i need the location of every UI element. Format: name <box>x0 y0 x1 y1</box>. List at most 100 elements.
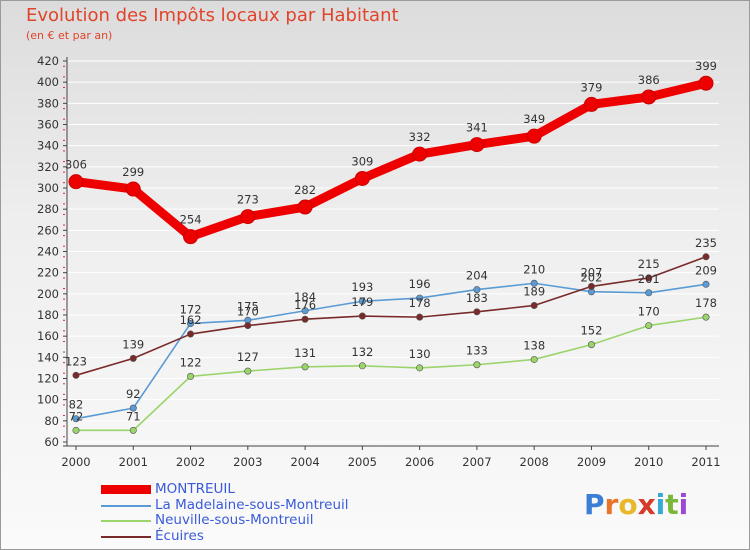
x-tick-label: 2002 <box>176 455 205 469</box>
y-minor-tick <box>63 372 65 374</box>
data-point-montreuil <box>68 174 84 190</box>
data-point-la-madelaine-sous-montreuil <box>702 280 710 288</box>
y-tick-label: 180 <box>37 308 59 322</box>
y-tick-label: 260 <box>37 223 59 237</box>
y-minor-tick <box>63 351 65 353</box>
y-minor-tick <box>63 288 65 290</box>
legend-swatch <box>101 504 151 507</box>
data-label-la-madelaine-sous-montreuil: 202 <box>580 271 602 285</box>
data-point-ecuires <box>129 354 137 362</box>
legend-swatch <box>101 485 151 494</box>
data-point-ecuires <box>301 315 309 323</box>
y-tick-label: 400 <box>37 75 59 89</box>
y-tick-label: 60 <box>44 435 59 449</box>
y-minor-tick <box>63 277 65 279</box>
data-label-ecuires: 162 <box>180 313 202 327</box>
x-tick-label: 2011 <box>691 455 720 469</box>
data-label-montreuil: 273 <box>237 193 259 207</box>
logo-letter: r <box>604 488 619 521</box>
legend-swatch <box>101 520 151 522</box>
data-label-la-madelaine-sous-montreuil: 209 <box>695 263 717 277</box>
data-point-montreuil <box>297 199 313 215</box>
data-label-ecuires: 139 <box>122 337 144 351</box>
y-tick-label: 160 <box>37 329 59 343</box>
data-point-neuville-sous-montreuil <box>587 341 595 349</box>
data-label-la-madelaine-sous-montreuil: 92 <box>126 387 141 401</box>
data-point-montreuil <box>354 170 370 186</box>
y-minor-tick <box>63 309 65 311</box>
y-minor-tick <box>63 65 65 67</box>
data-point-neuville-sous-montreuil <box>473 361 481 369</box>
y-tick-label: 200 <box>37 287 59 301</box>
y-minor-tick <box>63 393 65 395</box>
y-minor-tick <box>63 118 65 120</box>
data-label-neuville-sous-montreuil: 131 <box>294 346 316 360</box>
data-label-montreuil: 341 <box>466 121 488 135</box>
y-tick-label: 320 <box>37 160 59 174</box>
data-point-la-madelaine-sous-montreuil <box>129 404 137 412</box>
y-minor-tick <box>63 256 65 258</box>
data-label-montreuil: 282 <box>294 183 316 197</box>
y-minor-tick <box>63 235 65 237</box>
data-label-la-madelaine-sous-montreuil: 193 <box>351 280 373 294</box>
data-label-neuville-sous-montreuil: 178 <box>695 296 717 310</box>
data-label-montreuil: 254 <box>180 213 202 227</box>
logo-letter: o <box>618 488 638 521</box>
y-minor-tick <box>63 171 65 173</box>
x-tick-label: 2007 <box>462 455 491 469</box>
data-label-neuville-sous-montreuil: 72 <box>69 409 84 423</box>
logo-letter: x <box>637 488 656 521</box>
y-minor-tick <box>63 425 65 427</box>
y-tick-label: 100 <box>37 393 59 407</box>
y-minor-tick <box>63 415 65 417</box>
data-point-neuville-sous-montreuil <box>244 367 252 375</box>
y-minor-tick <box>63 139 65 141</box>
series-line-la-madelaine-sous-montreuil <box>75 282 707 420</box>
y-minor-tick <box>63 245 65 247</box>
x-tick-label: 2006 <box>405 455 434 469</box>
data-point-neuville-sous-montreuil <box>416 364 424 372</box>
y-minor-tick <box>63 404 65 406</box>
y-minor-tick <box>63 76 65 78</box>
y-minor-tick <box>63 161 65 163</box>
series-line-montreuil <box>71 78 711 242</box>
data-label-neuville-sous-montreuil: 71 <box>126 409 141 423</box>
data-label-neuville-sous-montreuil: 133 <box>466 344 488 358</box>
y-tick-label: 300 <box>37 181 59 195</box>
data-point-montreuil <box>412 146 428 162</box>
data-label-ecuires: 179 <box>351 295 373 309</box>
x-tick-label: 2004 <box>290 455 319 469</box>
data-label-montreuil: 399 <box>695 59 717 73</box>
series-line-neuville-sous-montreuil <box>75 316 707 432</box>
data-point-montreuil <box>469 137 485 153</box>
data-point-neuville-sous-montreuil <box>358 362 366 370</box>
logo-letter: t <box>665 488 679 521</box>
legend-label: Écuires <box>155 527 204 544</box>
data-label-ecuires: 235 <box>695 236 717 250</box>
data-point-montreuil <box>183 229 199 245</box>
data-label-ecuires: 215 <box>638 257 660 271</box>
data-label-ecuires: 123 <box>65 354 87 368</box>
data-point-ecuires <box>530 301 538 309</box>
data-point-montreuil <box>583 96 599 112</box>
y-minor-tick <box>63 203 65 205</box>
data-label-la-madelaine-sous-montreuil: 82 <box>69 398 84 412</box>
y-minor-tick <box>63 150 65 152</box>
data-point-neuville-sous-montreuil <box>301 363 309 371</box>
data-point-la-madelaine-sous-montreuil <box>645 289 653 297</box>
x-tick-label: 2000 <box>61 455 90 469</box>
y-minor-tick <box>63 298 65 300</box>
series-line-ecuires <box>75 255 707 377</box>
data-label-la-madelaine-sous-montreuil: 172 <box>180 302 202 316</box>
y-tick-label: 280 <box>37 202 59 216</box>
data-label-neuville-sous-montreuil: 130 <box>409 347 431 361</box>
data-label-ecuires: 183 <box>466 291 488 305</box>
data-point-neuville-sous-montreuil <box>702 313 710 321</box>
data-point-ecuires <box>358 312 366 320</box>
y-tick-label: 420 <box>37 54 59 68</box>
data-label-la-madelaine-sous-montreuil: 184 <box>294 290 316 304</box>
legend-label: Neuville-sous-Montreuil <box>155 512 314 528</box>
y-tick-label: 120 <box>37 372 59 386</box>
